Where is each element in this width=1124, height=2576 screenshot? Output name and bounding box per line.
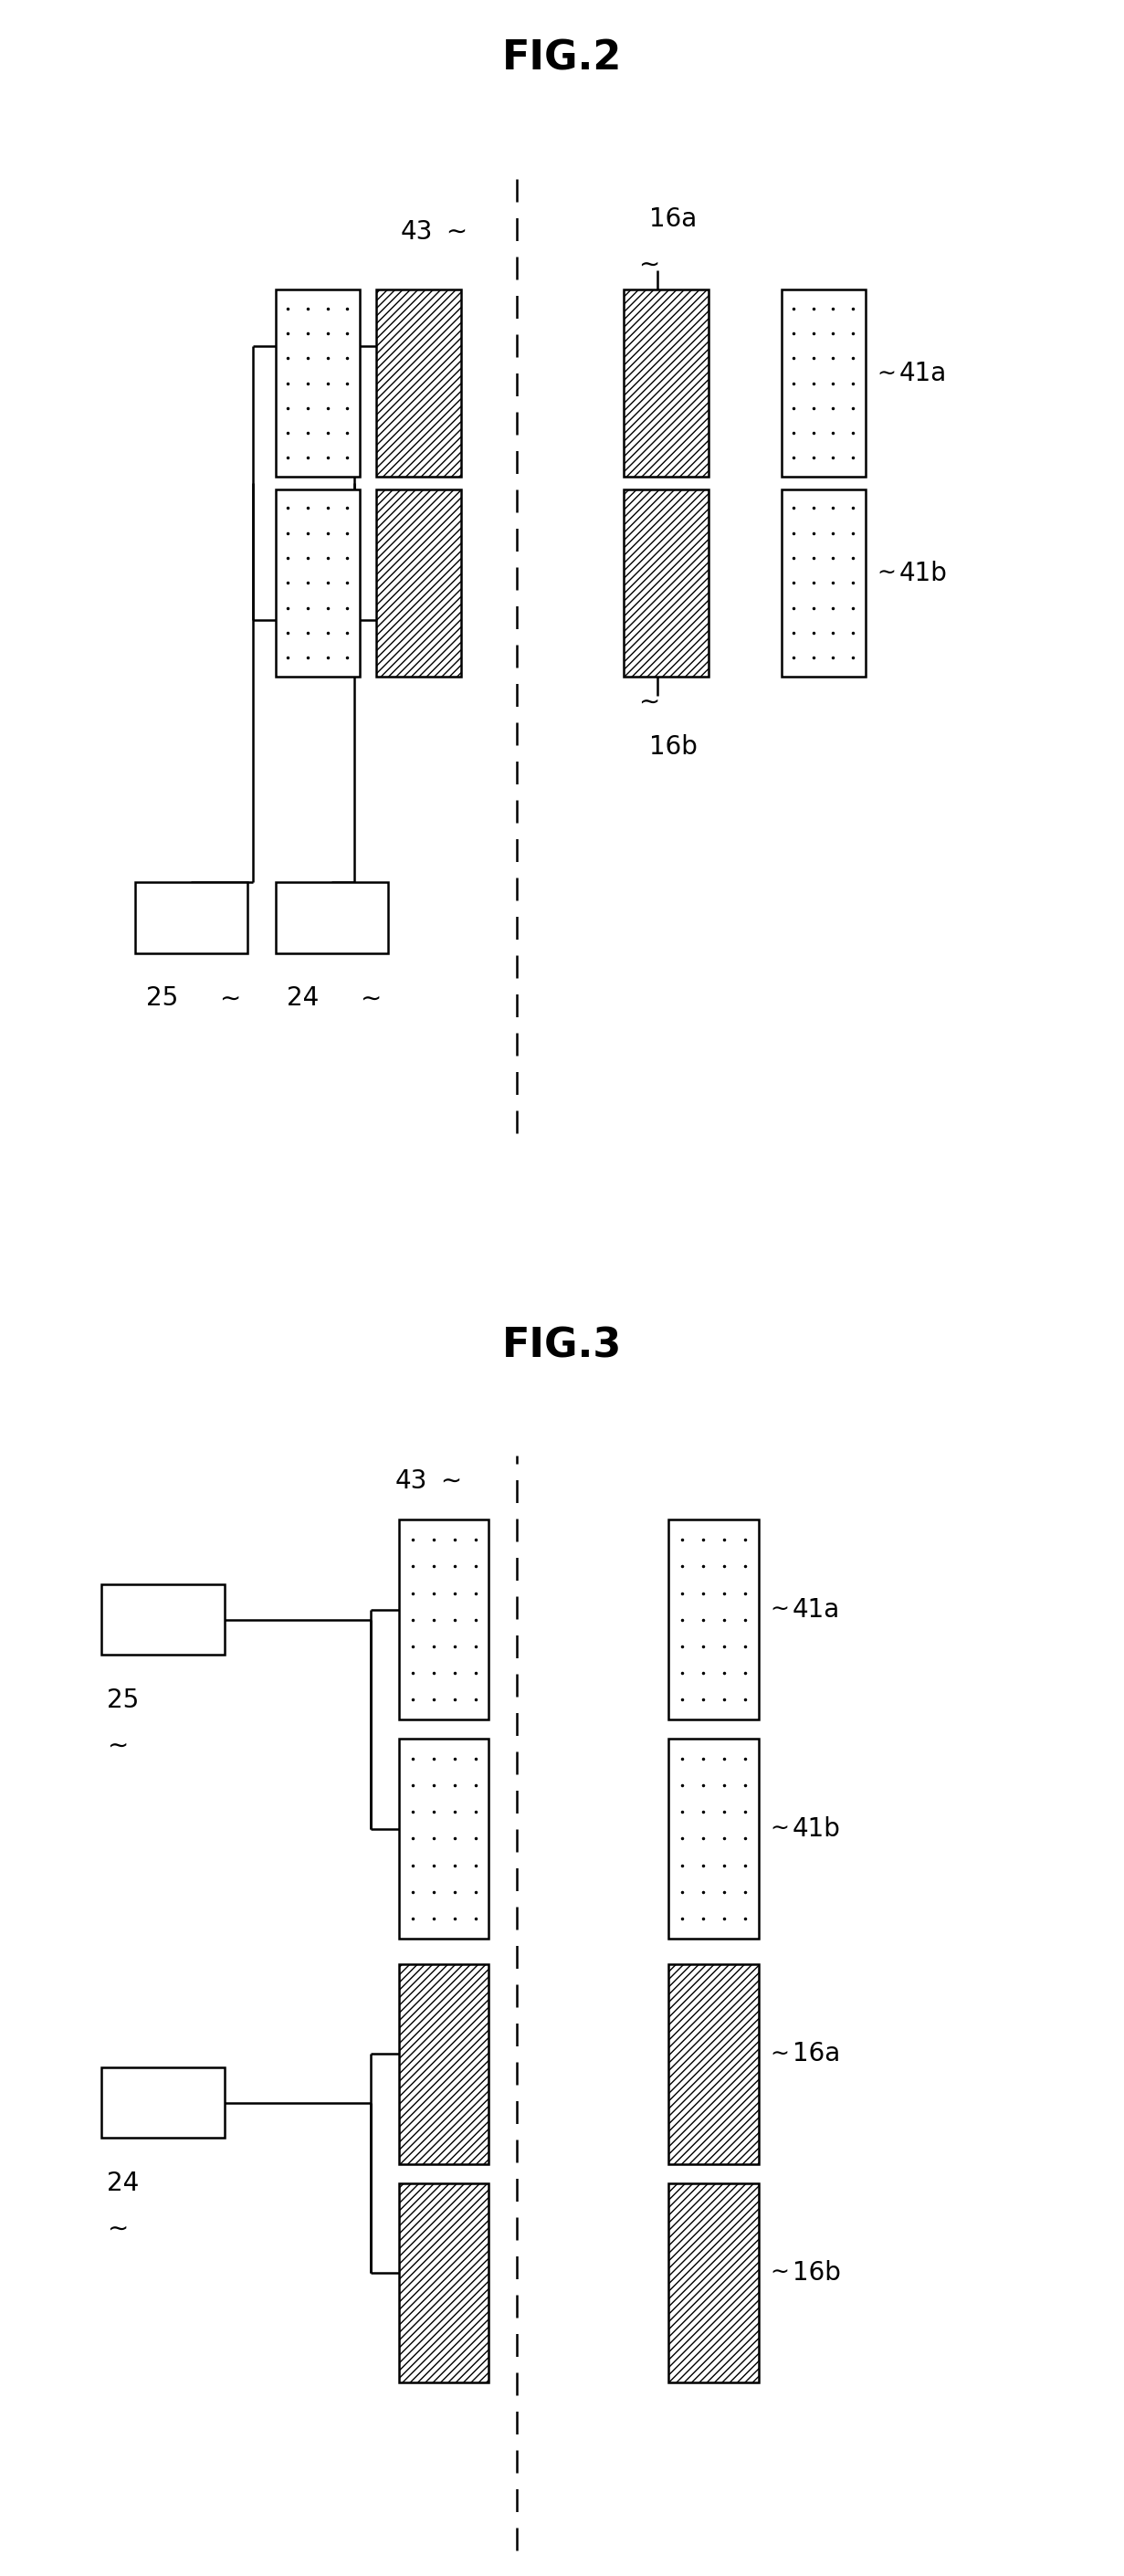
Text: ∼: ∼ [770,2043,789,2066]
Text: FIG.3: FIG.3 [502,1327,622,1365]
Bar [101,1584,225,1656]
Text: ∼: ∼ [638,690,659,714]
Text: 24: 24 [287,987,319,1010]
Bar [669,2184,759,2383]
Text: ∼: ∼ [770,2262,789,2285]
Text: 41b: 41b [792,1816,841,1842]
Text: ∼: ∼ [360,987,381,1010]
Text: ∼: ∼ [877,363,896,384]
Text: FIG.2: FIG.2 [502,39,622,77]
Text: 25: 25 [107,1687,139,1713]
Text: ∼: ∼ [433,1468,462,1494]
Bar [399,1963,489,2164]
Text: 25: 25 [146,987,179,1010]
Bar [669,1520,759,1721]
Text: ∼: ∼ [770,1819,789,1839]
Text: 43: 43 [395,1468,427,1494]
Text: ∼: ∼ [438,219,468,245]
Bar [399,1739,489,1937]
Bar [275,881,388,953]
Bar [781,291,865,477]
Text: 43: 43 [400,219,433,245]
Text: 41b: 41b [899,562,948,587]
Bar [624,489,708,675]
Bar [781,489,865,675]
Bar [399,2184,489,2383]
Text: 16b: 16b [792,2259,841,2285]
Text: ∼: ∼ [107,1731,128,1757]
Text: ∼: ∼ [770,1600,789,1620]
Bar [399,1520,489,1721]
Text: ∼: ∼ [638,252,659,276]
Bar [669,1739,759,1937]
Text: 41a: 41a [792,1597,840,1623]
Bar [624,291,708,477]
Text: 41a: 41a [899,361,946,386]
Bar [275,489,360,675]
Bar [377,291,461,477]
Text: 16a: 16a [792,2040,840,2066]
Text: ∼: ∼ [219,987,241,1010]
Bar [135,881,247,953]
Text: 16b: 16b [650,734,697,760]
Text: ∼: ∼ [877,562,896,585]
Bar [101,2066,225,2138]
Text: 16a: 16a [650,206,697,232]
Bar [377,489,461,675]
Text: 24: 24 [107,2169,139,2195]
Text: ∼: ∼ [107,2215,128,2241]
Bar [275,291,360,477]
Bar [669,1963,759,2164]
